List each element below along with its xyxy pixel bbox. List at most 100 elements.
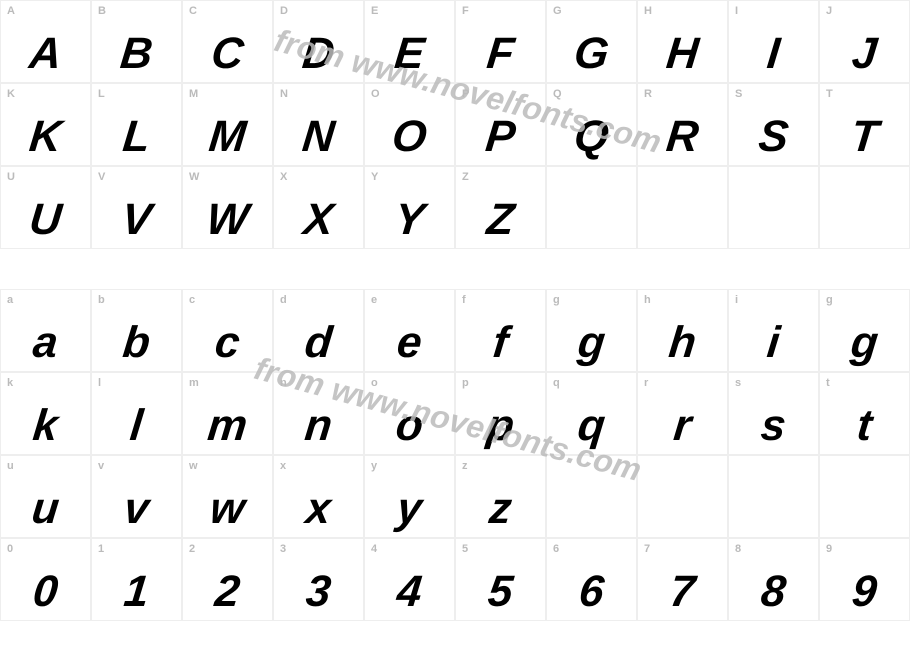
character-row: UUVVWWXXYYZZ <box>0 166 910 249</box>
cell-label: z <box>462 460 468 472</box>
character-cell: rr <box>637 372 728 455</box>
cell-label: U <box>7 171 15 183</box>
cell-label: A <box>7 5 15 17</box>
cell-glyph: O <box>363 115 457 159</box>
cell-label: 3 <box>280 543 286 555</box>
cell-glyph: V <box>90 198 184 242</box>
cell-label: G <box>553 5 562 17</box>
cell-label: Z <box>462 171 469 183</box>
cell-glyph: X <box>272 198 366 242</box>
cell-glyph: A <box>0 32 92 76</box>
character-cell: ff <box>455 289 546 372</box>
character-cell <box>728 166 819 249</box>
cell-glyph: F <box>454 32 548 76</box>
cell-label: s <box>735 377 741 389</box>
cell-label: F <box>462 5 469 17</box>
cell-label: 1 <box>98 543 104 555</box>
cell-label: V <box>98 171 105 183</box>
cell-glyph: 4 <box>363 570 457 614</box>
cell-label: p <box>462 377 469 389</box>
character-cell: FF <box>455 0 546 83</box>
character-cell: II <box>728 0 819 83</box>
cell-label: 2 <box>189 543 195 555</box>
character-cell: cc <box>182 289 273 372</box>
character-cell <box>819 166 910 249</box>
cell-glyph: K <box>0 115 92 159</box>
cell-glyph: G <box>545 32 639 76</box>
font-character-map: AABBCCDDEEFFGGHHIIJJKKLLMMNNOOPPQQRRSSTT… <box>0 0 911 668</box>
character-cell: DD <box>273 0 364 83</box>
cell-glyph: L <box>90 115 184 159</box>
character-cell: RR <box>637 83 728 166</box>
cell-label: C <box>189 5 197 17</box>
cell-glyph: c <box>181 321 275 365</box>
character-cell: KK <box>0 83 91 166</box>
character-cell: CC <box>182 0 273 83</box>
cell-label: 7 <box>644 543 650 555</box>
character-cell: 44 <box>364 538 455 621</box>
cell-glyph: m <box>181 404 275 448</box>
character-cell: 00 <box>0 538 91 621</box>
character-cell: oo <box>364 372 455 455</box>
cell-label: L <box>98 88 105 100</box>
cell-label: n <box>280 377 287 389</box>
cell-glyph: o <box>363 404 457 448</box>
cell-glyph: y <box>363 487 457 531</box>
cell-glyph: E <box>363 32 457 76</box>
cell-glyph: k <box>0 404 92 448</box>
cell-label: 6 <box>553 543 559 555</box>
character-cell: ii <box>728 289 819 372</box>
cell-glyph: D <box>272 32 366 76</box>
cell-glyph: 9 <box>818 570 911 614</box>
cell-glyph: N <box>272 115 366 159</box>
cell-label: h <box>644 294 651 306</box>
cell-glyph: s <box>727 404 821 448</box>
character-cell: PP <box>455 83 546 166</box>
character-cell: OO <box>364 83 455 166</box>
character-cell: 33 <box>273 538 364 621</box>
character-cell: dd <box>273 289 364 372</box>
character-cell <box>819 455 910 538</box>
cell-label: 9 <box>826 543 832 555</box>
character-cell: ww <box>182 455 273 538</box>
character-cell: YY <box>364 166 455 249</box>
character-cell: TT <box>819 83 910 166</box>
character-cell: 55 <box>455 538 546 621</box>
character-cell: gg <box>819 289 910 372</box>
cell-glyph: 6 <box>545 570 639 614</box>
character-cell: mm <box>182 372 273 455</box>
cell-label: I <box>735 5 738 17</box>
character-cell: qq <box>546 372 637 455</box>
cell-label: T <box>826 88 833 100</box>
cell-glyph: v <box>90 487 184 531</box>
cell-glyph: M <box>181 115 275 159</box>
cell-label: M <box>189 88 198 100</box>
group-spacer <box>0 249 911 289</box>
character-row: KKLLMMNNOOPPQQRRSSTT <box>0 83 910 166</box>
character-cell: aa <box>0 289 91 372</box>
cell-glyph: C <box>181 32 275 76</box>
character-cell: NN <box>273 83 364 166</box>
cell-label: g <box>553 294 560 306</box>
character-cell: XX <box>273 166 364 249</box>
cell-glyph: i <box>727 321 821 365</box>
character-cell: gg <box>546 289 637 372</box>
cell-label: d <box>280 294 287 306</box>
character-cell: 11 <box>91 538 182 621</box>
cell-label: r <box>644 377 648 389</box>
cell-label: H <box>644 5 652 17</box>
character-cell: LL <box>91 83 182 166</box>
character-cell <box>546 455 637 538</box>
character-row: AABBCCDDEEFFGGHHIIJJ <box>0 0 910 83</box>
cell-label: g <box>826 294 833 306</box>
character-cell: 88 <box>728 538 819 621</box>
character-cell: HH <box>637 0 728 83</box>
cell-label: 5 <box>462 543 468 555</box>
cell-label: K <box>7 88 15 100</box>
cell-label: Q <box>553 88 562 100</box>
cell-glyph: d <box>272 321 366 365</box>
character-cell: bb <box>91 289 182 372</box>
cell-glyph: 7 <box>636 570 730 614</box>
cell-glyph: z <box>454 487 548 531</box>
cell-glyph: J <box>818 32 911 76</box>
